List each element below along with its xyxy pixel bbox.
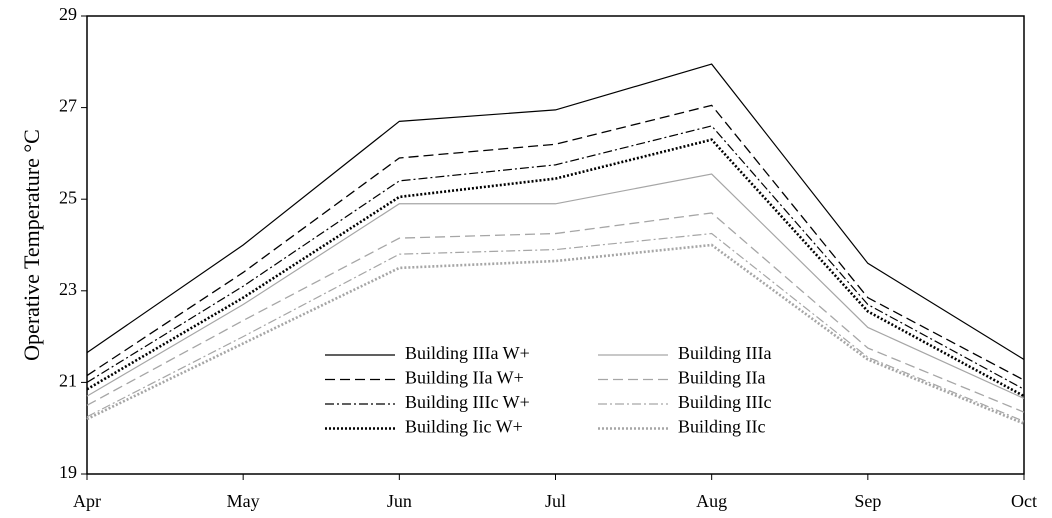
- series-line: [86, 232, 1025, 422]
- series-line: [86, 173, 1025, 399]
- y-tick-label: 23: [59, 279, 77, 299]
- series-line: [86, 243, 1025, 425]
- x-tick-label: Aug: [696, 491, 727, 511]
- series-line: [86, 104, 1025, 381]
- legend-label: Building IIIc: [678, 392, 771, 412]
- y-tick-label: 27: [59, 96, 77, 116]
- series-line: [86, 125, 1025, 390]
- y-tick-label: 29: [59, 4, 77, 24]
- x-tick-label: Jun: [387, 491, 412, 511]
- series-line: [86, 138, 1025, 398]
- legend-label: Building IIIa: [678, 343, 771, 363]
- y-axis-label: Operative Temperature °C: [19, 129, 44, 361]
- x-tick-label: Apr: [73, 491, 101, 511]
- y-tick-label: 21: [59, 371, 77, 391]
- y-tick-label: 25: [59, 187, 77, 207]
- legend-label: Building IIa W+: [405, 368, 524, 388]
- series-line: [86, 212, 1025, 413]
- legend-label: Building Iic W+: [405, 417, 523, 437]
- x-tick-label: Jul: [545, 491, 566, 511]
- y-tick-label: 19: [59, 462, 77, 482]
- legend-label: Building IIIc W+: [405, 392, 530, 412]
- legend-label: Building IIa: [678, 368, 766, 388]
- x-tick-label: Sep: [854, 491, 881, 511]
- x-tick-label: May: [227, 491, 260, 511]
- legend-label: Building IIIa W+: [405, 343, 530, 363]
- x-tick-label: Oct: [1011, 491, 1037, 511]
- legend-label: Building IIc: [678, 417, 766, 437]
- series-line: [86, 63, 1025, 361]
- plot-frame: [86, 15, 1025, 475]
